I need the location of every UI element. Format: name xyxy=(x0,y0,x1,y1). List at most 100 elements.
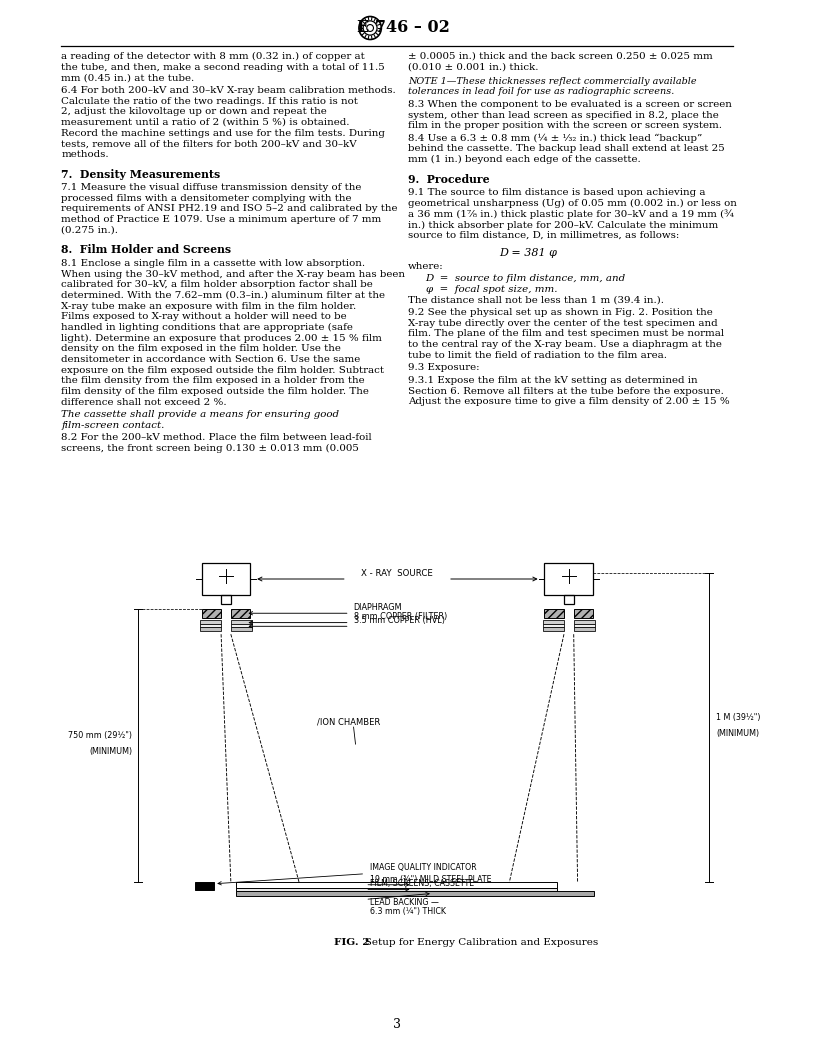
Bar xyxy=(195,882,215,889)
Text: 8.2 For the 200–kV method. Place the film between lead-foil: 8.2 For the 200–kV method. Place the fil… xyxy=(61,433,372,442)
Text: 7.  Density Measurements: 7. Density Measurements xyxy=(61,169,220,180)
Text: calibrated for 30–kV, a film holder absorption factor shall be: calibrated for 30–kV, a film holder abso… xyxy=(61,280,373,289)
Text: 8.3 When the component to be evaluated is a screen or screen: 8.3 When the component to be evaluated i… xyxy=(408,100,732,109)
Text: D  =  source to film distance, mm, and: D = source to film distance, mm, and xyxy=(426,275,626,283)
Text: determined. With the 7.62–mm (0.3–in.) aluminum filter at the: determined. With the 7.62–mm (0.3–in.) a… xyxy=(61,291,385,300)
Text: (MINIMUM): (MINIMUM) xyxy=(716,729,759,738)
Text: X - RAY  SOURCE: X - RAY SOURCE xyxy=(361,568,433,578)
Bar xyxy=(200,620,221,624)
Text: tolerances in lead foil for use as radiographic screens.: tolerances in lead foil for use as radio… xyxy=(408,87,674,96)
Text: X-ray tube make an exposure with film in the film holder.: X-ray tube make an exposure with film in… xyxy=(61,302,357,310)
Text: LEAD BACKING —: LEAD BACKING — xyxy=(370,899,439,907)
Text: a 36 mm (1⅞ in.) thick plastic plate for 30–kV and a 19 mm (¾: a 36 mm (1⅞ in.) thick plastic plate for… xyxy=(408,210,734,220)
Text: 9.2 See the physical set up as shown in Fig. 2. Position the: 9.2 See the physical set up as shown in … xyxy=(408,308,713,317)
Bar xyxy=(200,627,221,631)
Text: 19 mm (¾") MILD STEEL PLATE: 19 mm (¾") MILD STEEL PLATE xyxy=(370,874,491,884)
Text: source to film distance, D, in millimetres, as follows:: source to film distance, D, in millimetr… xyxy=(408,231,680,240)
Text: FILM, SCREENS, CASSETTE: FILM, SCREENS, CASSETTE xyxy=(370,880,474,888)
Text: 6.3 mm (¼") THICK: 6.3 mm (¼") THICK xyxy=(370,907,446,917)
Text: Section 6. Remove all filters at the tube before the exposure.: Section 6. Remove all filters at the tub… xyxy=(408,386,724,396)
Text: requirements of ANSI PH2.19 and ISO 5–2 and calibrated by the: requirements of ANSI PH2.19 and ISO 5–2 … xyxy=(61,205,398,213)
Text: 750 mm (29½"): 750 mm (29½") xyxy=(69,731,132,740)
Bar xyxy=(231,627,252,631)
Text: Calculate the ratio of the two readings. If this ratio is not: Calculate the ratio of the two readings.… xyxy=(61,96,358,106)
Text: methods.: methods. xyxy=(61,150,109,158)
Text: system, other than lead screen as specified in 8.2, place the: system, other than lead screen as specif… xyxy=(408,111,719,119)
Bar xyxy=(574,620,595,624)
Bar xyxy=(236,887,557,891)
Text: density on the film exposed in the film holder. Use the: density on the film exposed in the film … xyxy=(61,344,341,354)
Circle shape xyxy=(366,24,374,32)
Text: geometrical unsharpness (Ug) of 0.05 mm (0.002 in.) or less on: geometrical unsharpness (Ug) of 0.05 mm … xyxy=(408,200,737,208)
Text: tube to limit the field of radiation to the film area.: tube to limit the field of radiation to … xyxy=(408,351,667,360)
Text: the film density from the film exposed in a holder from the: the film density from the film exposed i… xyxy=(61,376,365,385)
Text: difference shall not exceed 2 %.: difference shall not exceed 2 %. xyxy=(61,397,227,407)
Bar xyxy=(236,891,594,895)
Bar xyxy=(236,882,557,887)
Text: 9.3.1 Expose the film at the kV setting as determined in: 9.3.1 Expose the film at the kV setting … xyxy=(408,376,698,385)
Bar xyxy=(544,608,564,618)
Bar xyxy=(544,563,593,595)
Text: 8.1 Enclose a single film in a cassette with low absorption.: 8.1 Enclose a single film in a cassette … xyxy=(61,259,366,268)
Text: tests, remove all of the filters for both 200–kV and 30–kV: tests, remove all of the filters for bot… xyxy=(61,139,357,148)
Bar xyxy=(574,608,593,618)
Text: 8.  Film Holder and Screens: 8. Film Holder and Screens xyxy=(61,244,232,256)
Text: screens, the front screen being 0.130 ± 0.013 mm (0.005: screens, the front screen being 0.130 ± … xyxy=(61,444,359,453)
Text: (MINIMUM): (MINIMUM) xyxy=(89,747,132,756)
Bar xyxy=(221,595,231,603)
Text: to the central ray of the X-ray beam. Use a diaphragm at the: to the central ray of the X-ray beam. Us… xyxy=(408,340,722,350)
Text: Setup for Energy Calibration and Exposures: Setup for Energy Calibration and Exposur… xyxy=(354,938,598,947)
Text: (0.010 ± 0.001 in.) thick.: (0.010 ± 0.001 in.) thick. xyxy=(408,62,539,72)
Bar xyxy=(564,595,574,603)
Bar xyxy=(543,624,564,627)
Text: DIAPHRAGM: DIAPHRAGM xyxy=(353,603,402,612)
Text: When using the 30–kV method, and after the X-ray beam has been: When using the 30–kV method, and after t… xyxy=(61,269,406,279)
Bar xyxy=(231,620,252,624)
Text: light). Determine an exposure that produces 2.00 ± 15 % film: light). Determine an exposure that produ… xyxy=(61,334,382,343)
Bar xyxy=(231,624,252,627)
Bar xyxy=(543,620,564,624)
Text: where:: where: xyxy=(408,262,444,270)
Text: /ION CHAMBER: /ION CHAMBER xyxy=(317,717,379,727)
Text: mm (0.45 in.) at the tube.: mm (0.45 in.) at the tube. xyxy=(61,73,194,82)
Text: FIG. 2: FIG. 2 xyxy=(334,938,370,947)
Text: mm (1 in.) beyond each edge of the cassette.: mm (1 in.) beyond each edge of the casse… xyxy=(408,155,641,165)
Bar xyxy=(202,563,251,595)
Text: 7.1 Measure the visual diffuse transmission density of the: 7.1 Measure the visual diffuse transmiss… xyxy=(61,183,361,192)
Bar xyxy=(574,627,595,631)
Text: 8.4 Use a 6.3 ± 0.8 mm (¼ ± ¹⁄₃₂ in.) thick lead “backup”: 8.4 Use a 6.3 ± 0.8 mm (¼ ± ¹⁄₃₂ in.) th… xyxy=(408,134,703,144)
Text: The distance shall not be less than 1 m (39.4 in.).: The distance shall not be less than 1 m … xyxy=(408,296,664,304)
Text: 9.  Procedure: 9. Procedure xyxy=(408,174,490,185)
Text: behind the cassette. The backup lead shall extend at least 25: behind the cassette. The backup lead sha… xyxy=(408,145,725,153)
Text: Films exposed to X-ray without a holder will need to be: Films exposed to X-ray without a holder … xyxy=(61,313,347,321)
Bar xyxy=(231,608,251,618)
Text: φ  =  focal spot size, mm.: φ = focal spot size, mm. xyxy=(426,285,557,294)
Text: 1 M (39½"): 1 M (39½") xyxy=(716,713,761,722)
Bar xyxy=(574,624,595,627)
Text: X-ray tube directly over the center of the test specimen and: X-ray tube directly over the center of t… xyxy=(408,319,718,327)
Text: 9.1 The source to film distance is based upon achieving a: 9.1 The source to film distance is based… xyxy=(408,188,706,197)
Text: 3: 3 xyxy=(393,1018,401,1031)
Text: 3.5 mm COPPER (HVL): 3.5 mm COPPER (HVL) xyxy=(353,616,445,625)
Text: E 746 – 02: E 746 – 02 xyxy=(357,19,450,37)
Text: 2, adjust the kilovoltage up or down and repeat the: 2, adjust the kilovoltage up or down and… xyxy=(61,108,327,116)
Text: in.) thick absorber plate for 200–kV. Calculate the minimum: in.) thick absorber plate for 200–kV. Ca… xyxy=(408,221,718,229)
Text: handled in lighting conditions that are appropriate (safe: handled in lighting conditions that are … xyxy=(61,323,353,332)
Text: film. The plane of the film and test specimen must be normal: film. The plane of the film and test spe… xyxy=(408,329,724,338)
Text: 8 mm COPPER (FILTER): 8 mm COPPER (FILTER) xyxy=(353,612,447,621)
Text: exposure on the film exposed outside the film holder. Subtract: exposure on the film exposed outside the… xyxy=(61,365,384,375)
Bar xyxy=(200,624,221,627)
Text: processed films with a densitometer complying with the: processed films with a densitometer comp… xyxy=(61,194,352,203)
Text: film density of the film exposed outside the film holder. The: film density of the film exposed outside… xyxy=(61,386,369,396)
Bar xyxy=(543,627,564,631)
Text: method of Practice E 1079. Use a minimum aperture of 7 mm: method of Practice E 1079. Use a minimum… xyxy=(61,215,382,224)
Text: film-screen contact.: film-screen contact. xyxy=(61,420,165,430)
Text: Adjust the exposure time to give a film density of 2.00 ± 15 %: Adjust the exposure time to give a film … xyxy=(408,397,730,407)
Text: film in the proper position with the screen or screen system.: film in the proper position with the scr… xyxy=(408,121,722,130)
Text: 6.4 For both 200–kV and 30–kV X-ray beam calibration methods.: 6.4 For both 200–kV and 30–kV X-ray beam… xyxy=(61,86,396,95)
Text: a reading of the detector with 8 mm (0.32 in.) of copper at: a reading of the detector with 8 mm (0.3… xyxy=(61,52,365,61)
Text: densitometer in accordance with Section 6. Use the same: densitometer in accordance with Section … xyxy=(61,355,361,364)
Text: The cassette shall provide a means for ensuring good: The cassette shall provide a means for e… xyxy=(61,410,339,419)
Text: (0.275 in.).: (0.275 in.). xyxy=(61,226,118,234)
Text: ± 0.0005 in.) thick and the back screen 0.250 ± 0.025 mm: ± 0.0005 in.) thick and the back screen … xyxy=(408,52,713,61)
